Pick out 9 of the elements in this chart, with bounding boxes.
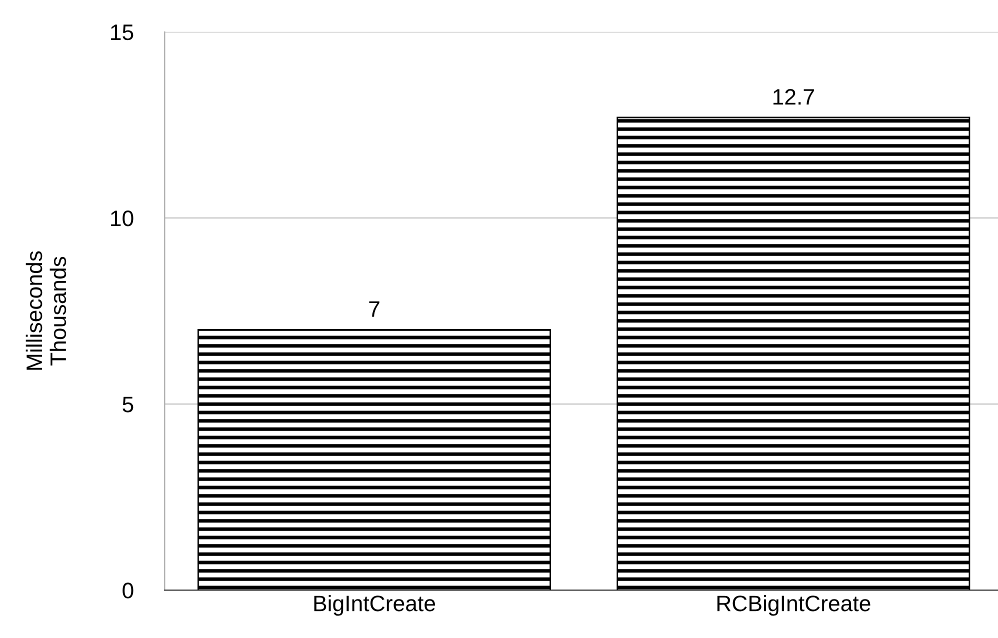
y-tick-label: 15 [111, 24, 134, 40]
y-axis-title: Milliseconds Thousands [26, 251, 66, 370]
x-tick-label: BigIntCreate [314, 595, 436, 616]
data-label: 7 [369, 301, 380, 317]
y-tick-label: 5 [122, 396, 134, 412]
x-tick-label: RCBigIntCreate [717, 595, 870, 616]
y-tick-label: 10 [111, 210, 134, 226]
y-tick-label: 0 [122, 582, 134, 598]
data-label: 12.7 [773, 89, 814, 105]
